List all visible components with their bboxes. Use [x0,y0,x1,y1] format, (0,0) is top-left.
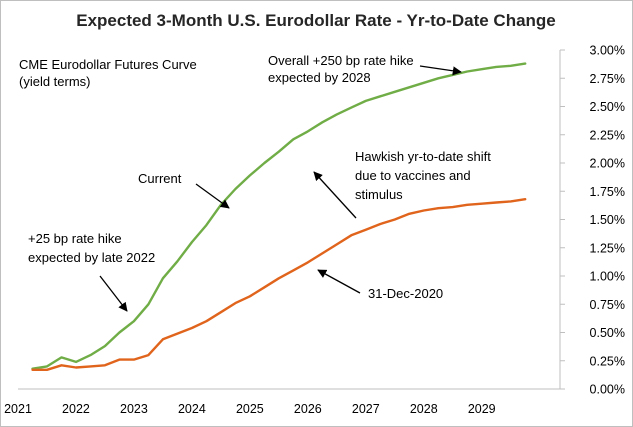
annotation-hawkish: Hawkish yr-to-date shift due to vaccines … [355,149,491,202]
x-tick-label: 2023 [120,402,148,416]
x-tick-label: 2026 [294,402,322,416]
x-tick-label: 2021 [4,402,32,416]
arrow-hawkish [313,171,357,219]
annotation-current: Current [138,171,182,186]
annotation-line: due to vaccines and [355,168,471,183]
annotation-line: expected by late 2022 [28,250,155,265]
chart-title: Expected 3-Month U.S. Eurodollar Rate - … [76,11,556,30]
annotation-arrows [99,65,462,312]
annotation-line: Overall +250 bp rate hike [268,53,414,68]
annotation-curve_label: CME Eurodollar Futures Curve (yield terms… [19,57,197,89]
axes: 2021 2022 2023 2024 2025 2026 2027 2028 2029 0.00… [4,44,625,417]
x-tick-label: 2022 [62,402,90,416]
annotation-dec2020: 31-Dec-2020 [368,286,443,301]
arrow-dec2020 [317,269,361,294]
annotations: CME Eurodollar Futures Curve (yield terms… [19,53,491,301]
arrow-overall [419,65,462,76]
y-tick-label: 1.00% [590,270,625,284]
annotation-line: CME Eurodollar Futures Curve [19,57,197,72]
y-tick-label: 1.50% [590,213,625,227]
y-tick-label: 0.75% [590,298,625,312]
x-tick-label: 2024 [178,402,206,416]
y-tick-label: 1.75% [590,185,625,199]
annotation-overall: Overall +250 bp rate hike expected by 202… [268,53,414,85]
arrow-current [195,183,230,209]
y-tick-label: 2.50% [590,100,625,114]
annotation-line: +25 bp rate hike [28,231,122,246]
y-tick-label: 0.25% [590,354,625,368]
annotation-line: Current [138,171,182,186]
annotation-line: stimulus [355,187,403,202]
arrow-plus25 [99,275,128,312]
y-tick-label: 2.75% [590,72,625,86]
x-tick-label: 2027 [352,402,380,416]
y-tick-label: 3.00% [590,44,625,58]
y-tick-label: 2.00% [590,157,625,171]
annotation-line: 31-Dec-2020 [368,286,443,301]
series-group [31,62,527,371]
series-line-dec-2020 [31,197,527,371]
y-tick-label: 0.50% [590,326,625,340]
y-tick-label: 2.25% [590,128,625,142]
x-tick-label: 2028 [410,402,438,416]
annotation-line: Hawkish yr-to-date shift [355,149,491,164]
y-tick-label: 1.25% [590,241,625,255]
series-line-current [31,62,527,370]
annotation-plus25: +25 bp rate hike expected by late 2022 [28,231,155,265]
y-tick-label: 0.00% [590,383,625,397]
x-tick-label: 2025 [236,402,264,416]
x-tick-label: 2029 [468,402,496,416]
annotation-line: expected by 2028 [268,70,371,85]
annotation-line: (yield terms) [19,74,91,89]
